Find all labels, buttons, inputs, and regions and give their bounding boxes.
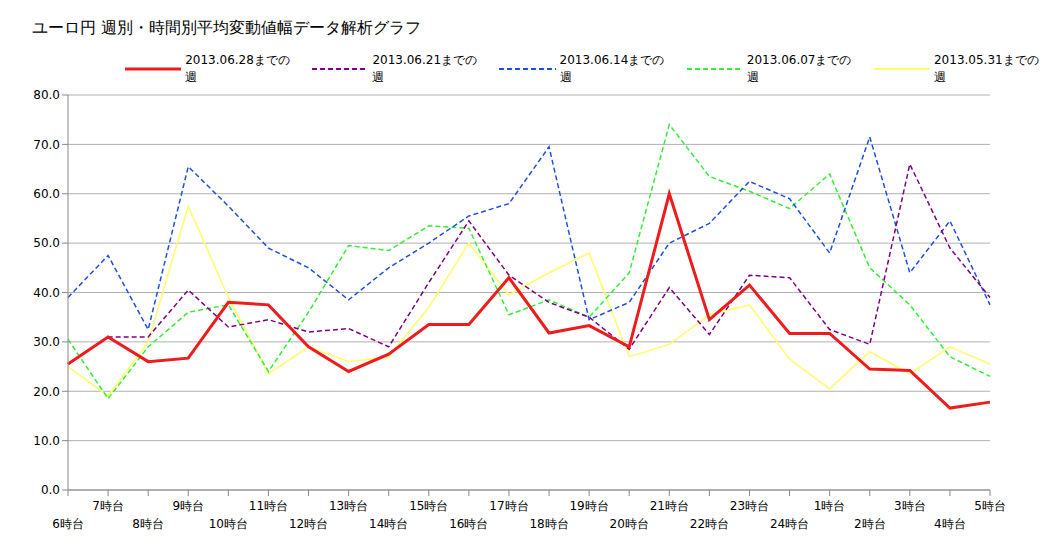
svg-text:12時台: 12時台 [289,517,328,531]
html-text:2013.06.07までの週: 2013.06.07までの週 [746,53,852,84]
svg-text:15時台: 15時台 [409,499,448,513]
svg-text:0.0: 0.0 [41,483,60,497]
html-text:ユーロ円 週別・時間別平均変動値幅データ解析グラフ: ユーロ円 週別・時間別平均変動値幅データ解析グラフ [32,18,422,37]
svg-text:9時台: 9時台 [172,499,204,513]
svg-text:18時台: 18時台 [529,517,568,531]
html-text:2013.06.21までの週: 2013.06.21までの週 [372,53,478,84]
svg-text:5時台: 5時台 [974,499,1006,513]
svg-text:30.0: 30.0 [33,335,60,349]
svg-text:2時台: 2時台 [854,517,886,531]
svg-text:20.0: 20.0 [33,385,60,399]
svg-text:14時台: 14時台 [369,517,408,531]
html-text:2013.05.31までの週: 2013.05.31までの週 [934,53,1039,84]
svg-text:17時台: 17時台 [489,499,528,513]
svg-text:1時台: 1時台 [814,499,846,513]
svg-text:7時台: 7時台 [92,499,124,513]
svg-text:60.0: 60.0 [33,187,60,201]
svg-text:22時台: 22時台 [690,517,729,531]
svg-text:21時台: 21時台 [650,499,689,513]
svg-text:3時台: 3時台 [894,499,926,513]
svg-text:20時台: 20時台 [610,517,649,531]
svg-text:11時台: 11時台 [249,499,288,513]
svg-text:23時台: 23時台 [730,499,769,513]
svg-text:10.0: 10.0 [33,434,60,448]
svg-text:13時台: 13時台 [329,499,368,513]
svg-text:24時台: 24時台 [770,517,809,531]
svg-text:80.0: 80.0 [33,88,60,102]
svg-text:50.0: 50.0 [33,236,60,250]
svg-text:16時台: 16時台 [449,517,488,531]
html-text:2013.06.28までの週: 2013.06.28までの週 [185,53,290,84]
html-text:2013.06.14までの週: 2013.06.14までの週 [559,53,665,84]
svg-text:40.0: 40.0 [33,286,60,300]
svg-text:6時台: 6時台 [52,517,84,531]
svg-text:19時台: 19時台 [569,499,608,513]
svg-text:8時台: 8時台 [132,517,164,531]
svg-text:4時台: 4時台 [934,517,966,531]
svg-text:70.0: 70.0 [33,138,60,152]
svg-text:10時台: 10時台 [209,517,248,531]
